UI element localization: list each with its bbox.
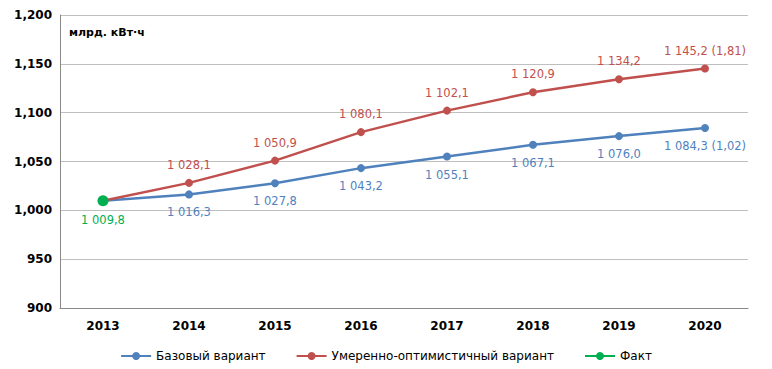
svg-text:Факт: Факт <box>620 349 652 363</box>
svg-text:1 084,3 (1,02): 1 084,3 (1,02) <box>664 139 746 153</box>
svg-text:1 055,1: 1 055,1 <box>425 168 469 182</box>
svg-text:1 009,8: 1 009,8 <box>81 213 125 227</box>
svg-text:2020: 2020 <box>688 319 721 333</box>
svg-text:2015: 2015 <box>258 319 291 333</box>
svg-text:1,200: 1,200 <box>14 8 52 22</box>
svg-text:1 016,3: 1 016,3 <box>167 205 211 219</box>
svg-text:2019: 2019 <box>602 319 635 333</box>
svg-text:2016: 2016 <box>344 319 377 333</box>
svg-text:1 120,9: 1 120,9 <box>511 67 555 81</box>
svg-text:1 076,0: 1 076,0 <box>597 147 641 161</box>
svg-text:2013: 2013 <box>86 319 119 333</box>
svg-text:1 027,8: 1 027,8 <box>253 194 297 208</box>
svg-text:1 050,9: 1 050,9 <box>253 136 297 150</box>
svg-text:Базовый вариант: Базовый вариант <box>156 349 266 363</box>
svg-text:Умеренно-оптимистичный вариант: Умеренно-оптимистичный вариант <box>332 349 554 363</box>
svg-text:1 080,1: 1 080,1 <box>339 107 383 121</box>
svg-text:2018: 2018 <box>516 319 549 333</box>
svg-text:1 102,1: 1 102,1 <box>425 86 469 100</box>
svg-text:900: 900 <box>27 301 52 315</box>
svg-text:950: 950 <box>27 252 52 266</box>
svg-text:1,000: 1,000 <box>14 203 52 217</box>
svg-text:млрд. кВт·ч: млрд. кВт·ч <box>69 26 145 39</box>
svg-text:2014: 2014 <box>172 319 205 333</box>
svg-text:1 145,2 (1,81): 1 145,2 (1,81) <box>664 44 746 58</box>
svg-text:1,050: 1,050 <box>14 155 52 169</box>
svg-text:1 043,2: 1 043,2 <box>339 179 383 193</box>
svg-text:1,100: 1,100 <box>14 106 52 120</box>
svg-text:1 067,1: 1 067,1 <box>511 156 555 170</box>
svg-text:1 028,1: 1 028,1 <box>167 158 211 172</box>
svg-text:1 134,2: 1 134,2 <box>597 54 641 68</box>
svg-text:2017: 2017 <box>430 319 463 333</box>
svg-text:1,150: 1,150 <box>14 57 52 71</box>
